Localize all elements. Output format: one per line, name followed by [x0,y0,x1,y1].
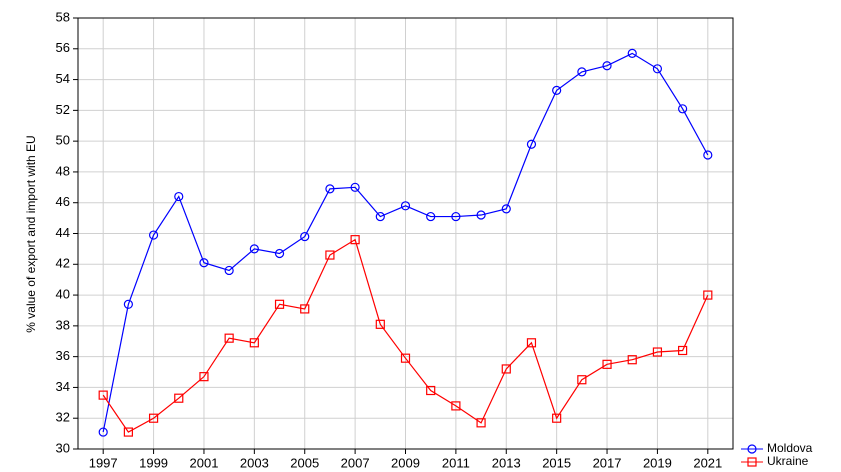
marker [98,390,108,400]
y-tick-label: 54 [56,71,70,86]
y-tick-label: 38 [56,317,70,332]
marker [350,182,360,192]
x-tick-label: 2015 [542,455,571,470]
y-tick-label: 58 [56,9,70,24]
marker [148,230,159,240]
y-tick-label: 50 [56,133,70,148]
legend-label: Moldova [767,441,813,455]
marker [224,265,234,276]
marker [325,250,335,260]
marker [652,347,663,357]
x-tick-label: 2003 [240,455,269,470]
marker [552,85,562,95]
marker [148,413,159,423]
marker [174,393,184,403]
marker [426,385,436,396]
marker [249,244,259,254]
marker [476,210,486,220]
legend-label: Ukraine [767,454,809,468]
marker [123,299,133,309]
marker [652,64,663,74]
marker [199,258,209,268]
marker [501,364,511,374]
x-tick-label: 2011 [442,455,470,470]
y-tick-label: 56 [56,40,70,55]
marker [249,338,259,348]
x-tick-label: 2007 [341,455,370,470]
x-tick-label: 2021 [693,455,722,470]
y-tick-label: 44 [56,225,70,240]
x-tick-label: 2005 [290,455,319,470]
legend-marker [747,457,757,467]
x-tick-label: 1999 [139,455,168,470]
x-tick-label: 2019 [643,455,672,470]
marker [325,184,335,194]
legend-marker [747,444,757,454]
marker [426,211,436,222]
marker [501,204,511,214]
marker [678,104,688,114]
marker [577,375,587,385]
y-tick-label: 36 [56,348,70,363]
marker [451,211,461,222]
marker [274,299,285,309]
marker [627,48,637,59]
marker [98,427,108,437]
x-tick-label: 1997 [89,455,118,470]
marker [552,413,562,423]
marker [199,372,209,382]
marker [174,191,184,202]
marker [678,345,688,356]
y-tick-label: 46 [56,194,70,209]
y-tick-label: 32 [56,410,70,425]
x-tick-label: 2017 [593,455,622,470]
y-tick-label: 42 [56,256,70,271]
marker [577,67,587,77]
marker [300,304,310,314]
series-line [102,238,709,433]
marker [350,235,360,245]
y-tick-label: 30 [56,440,70,455]
marker [375,319,385,329]
marker [274,248,285,259]
marker [375,211,385,222]
y-axis-label: % value of export and import with EU [24,135,38,332]
x-tick-label: 2009 [391,455,420,470]
y-tick-label: 34 [56,379,70,394]
x-tick-label: 2013 [492,455,521,470]
marker [602,359,612,369]
marker [224,333,234,343]
marker [400,201,411,211]
marker [703,290,713,300]
series-line [102,52,709,433]
x-tick-label: 2001 [190,455,219,470]
marker [526,139,537,149]
marker [602,61,612,71]
plot-frame [77,17,734,450]
marker [476,418,486,428]
y-tick-label: 48 [56,163,70,178]
marker [627,355,637,365]
marker [451,401,461,411]
y-tick-label: 52 [56,102,70,117]
marker [400,353,411,363]
marker [703,150,713,160]
y-tick-label: 40 [56,287,70,302]
marker [526,338,537,348]
marker [300,231,310,242]
marker [123,427,133,437]
